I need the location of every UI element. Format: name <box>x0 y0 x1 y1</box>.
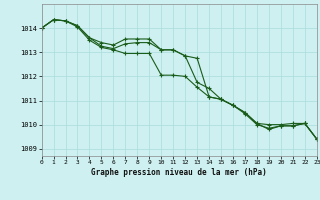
X-axis label: Graphe pression niveau de la mer (hPa): Graphe pression niveau de la mer (hPa) <box>91 168 267 177</box>
